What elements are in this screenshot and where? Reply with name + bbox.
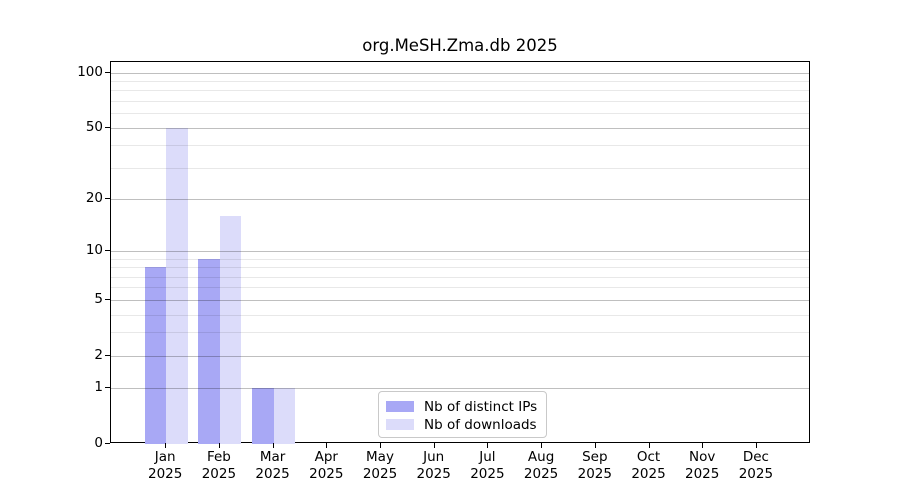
minor-gridline-6 [111, 287, 809, 289]
x-tick-label-aug: Aug 2025 [523, 449, 559, 482]
x-tick-mar [272, 443, 274, 448]
y-tick-50 [105, 126, 110, 128]
y-tick-label-100: 100 [77, 63, 103, 80]
y-tick-label-20: 20 [85, 190, 103, 207]
major-gridline-20 [111, 199, 809, 201]
y-tick-label-1: 1 [94, 379, 103, 396]
y-tick-5 [105, 298, 110, 300]
legend-label-downloads: Nb of downloads [424, 416, 537, 433]
legend-swatch-distinct-ips [386, 401, 414, 412]
legend-row: Nb of distinct IPs [386, 398, 546, 415]
major-gridline-100 [111, 72, 809, 74]
y-tick-label-2: 2 [94, 346, 103, 363]
x-tick-label-jul: Jul 2025 [470, 449, 505, 482]
chart-title: org.MeSH.Zma.db 2025 [362, 36, 558, 55]
x-tick-label-jan: Jan 2025 [148, 449, 183, 482]
minor-gridline-3 [111, 332, 809, 334]
major-gridline-10 [111, 251, 809, 253]
major-gridline-5 [111, 299, 809, 301]
minor-gridline-70 [111, 101, 809, 103]
minor-gridline-80 [111, 90, 809, 92]
x-tick-label-may: May 2025 [362, 449, 398, 482]
x-tick-oct [648, 443, 650, 448]
y-tick-label-0: 0 [94, 435, 103, 451]
x-tick-jan [165, 443, 167, 448]
bar-downloads-feb [219, 216, 242, 444]
plot-area [110, 61, 810, 444]
x-tick-sep [594, 443, 596, 448]
x-tick-may [380, 443, 381, 448]
y-tick-label-50: 50 [85, 118, 103, 135]
y-tick-100 [105, 71, 110, 73]
bar-distinct-ips-feb [198, 258, 220, 444]
y-tick-label-5: 5 [94, 290, 103, 307]
y-tick-20 [105, 198, 110, 200]
x-tick-label-apr: Apr 2025 [309, 449, 344, 482]
bar-distinct-ips-jan [144, 267, 167, 444]
x-tick-label-jun: Jun 2025 [416, 449, 451, 482]
x-tick-label-mar: Mar 2025 [255, 449, 290, 482]
x-tick-feb [218, 443, 220, 448]
major-gridline-2 [111, 355, 809, 357]
minor-gridline-90 [111, 81, 809, 83]
legend-label-distinct-ips: Nb of distinct IPs [424, 398, 538, 415]
x-tick-aug [541, 443, 543, 448]
minor-gridline-40 [111, 145, 809, 147]
y-tick-2 [105, 354, 110, 356]
major-gridline-50 [111, 127, 809, 129]
minor-gridline-9 [111, 258, 809, 260]
x-tick-dec [755, 443, 757, 448]
x-tick-label-nov: Nov 2025 [685, 449, 720, 482]
x-tick-label-oct: Oct 2025 [631, 449, 666, 482]
y-tick-label-10: 10 [85, 242, 103, 259]
legend-row: Nb of downloads [386, 416, 546, 433]
bar-distinct-ips-mar [252, 388, 274, 444]
y-tick-10 [105, 250, 110, 252]
bar-downloads-jan [166, 127, 188, 444]
x-tick-apr [326, 443, 328, 448]
x-tick-jul [487, 443, 489, 448]
minor-gridline-4 [111, 314, 809, 316]
major-gridline-1 [111, 388, 809, 390]
y-tick-0 [105, 443, 110, 444]
legend: Nb of distinct IPs Nb of downloads [378, 391, 547, 438]
minor-gridline-8 [111, 267, 809, 269]
minor-gridline-7 [111, 276, 809, 278]
x-tick-jun [433, 443, 435, 448]
y-tick-1 [105, 387, 110, 389]
minor-gridline-30 [111, 167, 809, 169]
bar-downloads-mar [273, 388, 296, 444]
minor-gridline-60 [111, 113, 809, 115]
x-tick-label-sep: Sep 2025 [577, 449, 612, 482]
x-tick-label-dec: Dec 2025 [738, 449, 774, 482]
legend-swatch-downloads [386, 419, 414, 430]
x-tick-label-feb: Feb 2025 [201, 449, 237, 482]
x-tick-nov [702, 443, 704, 448]
